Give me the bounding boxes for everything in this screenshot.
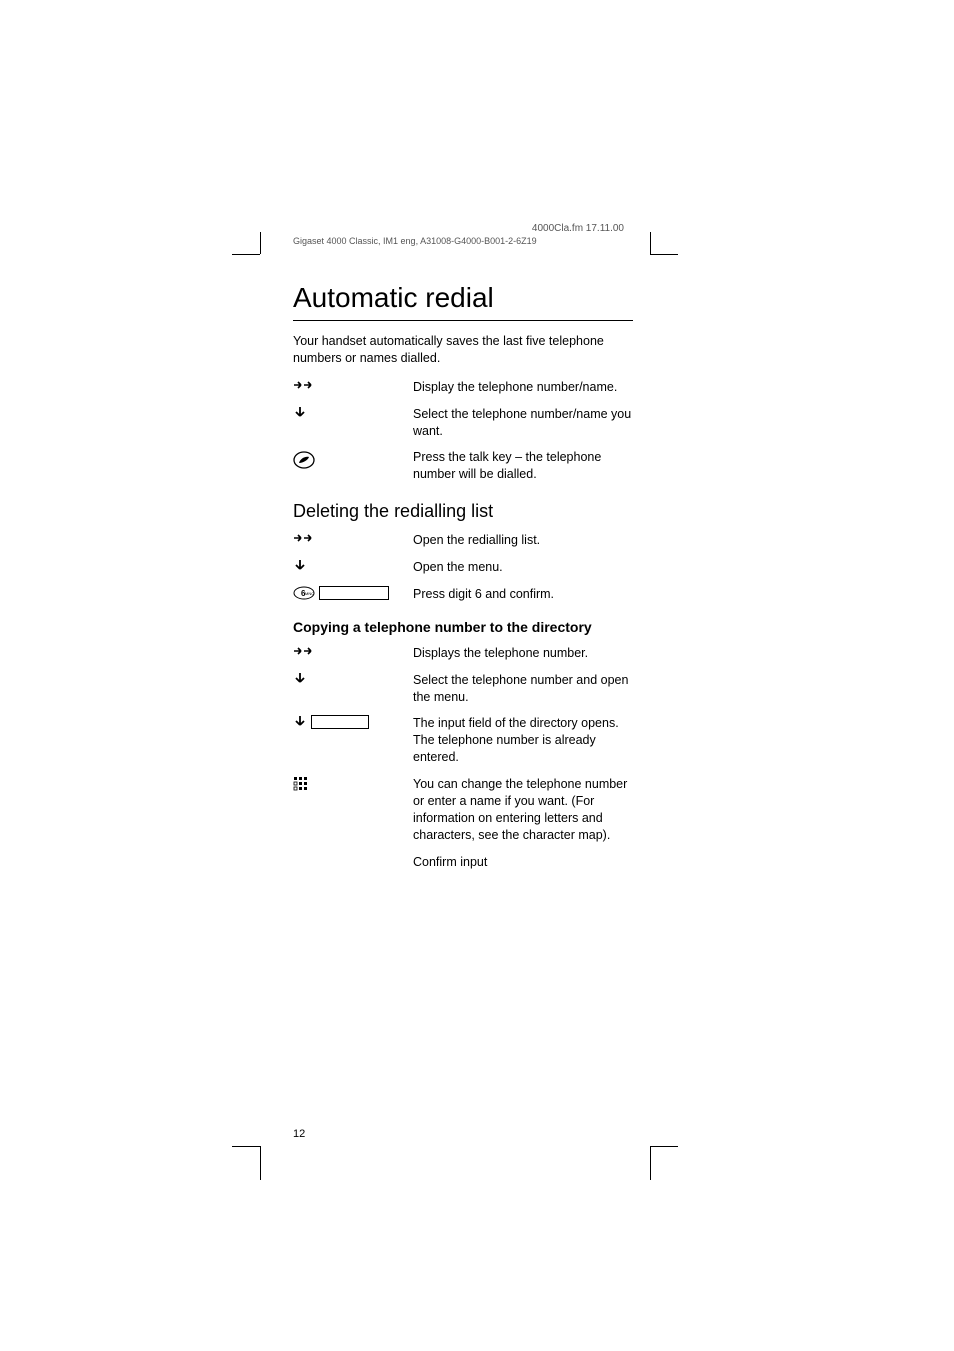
instruction-text: Confirm input (413, 854, 633, 871)
down-arrow-icon (293, 672, 307, 686)
page-title: Automatic redial (293, 282, 633, 314)
instruction-row: Open the menu. (293, 559, 633, 576)
subsection-heading: Copying a telephone number to the direct… (293, 619, 633, 635)
crop-mark (650, 1146, 651, 1180)
page-number: 12 (293, 1128, 305, 1140)
instruction-row: Confirm input (293, 854, 633, 871)
section-heading: Deleting the redialling list (293, 501, 633, 522)
instruction-row: Select the telephone number and open the… (293, 672, 633, 706)
crop-mark (650, 232, 651, 254)
down-arrow-icon (293, 715, 307, 729)
crop-mark (232, 1146, 260, 1147)
instruction-text: Displays the telephone number. (413, 645, 633, 662)
instruction-text: The input field of the directory opens. … (413, 715, 633, 766)
instruction-text: Display the telephone number/name. (413, 379, 633, 396)
redial-arrows-icon (293, 645, 315, 657)
crop-mark (650, 1146, 678, 1147)
instruction-row: Display the telephone number/name. (293, 379, 633, 396)
down-arrow-icon (293, 406, 307, 420)
title-rule (293, 320, 633, 321)
keypad-icon (293, 776, 311, 794)
redial-arrows-icon (293, 532, 315, 544)
instruction-text: You can change the telephone number or e… (413, 776, 633, 844)
instruction-text: Select the telephone number and open the… (413, 672, 633, 706)
crop-mark (260, 1146, 261, 1180)
down-arrow-icon (293, 559, 307, 573)
instruction-row: The input field of the directory opens. … (293, 715, 633, 766)
instruction-row: Open the redialling list. (293, 532, 633, 549)
instruction-text: Select the telephone number/name you wan… (413, 406, 633, 440)
intro-text: Your handset automatically saves the las… (293, 333, 633, 367)
svg-text:MNO: MNO (305, 591, 314, 596)
instruction-text: Press digit 6 and confirm. (413, 586, 633, 603)
instruction-text: Open the menu. (413, 559, 633, 576)
crop-mark (650, 254, 678, 255)
instruction-row: Select the telephone number/name you wan… (293, 406, 633, 440)
header-doc-id: Gigaset 4000 Classic, IM1 eng, A31008-G4… (293, 236, 537, 246)
crop-mark (232, 254, 260, 255)
redial-arrows-icon (293, 379, 315, 391)
crop-mark (260, 232, 261, 254)
softkey-box (319, 586, 389, 600)
instruction-row: Press the talk key – the telephone numbe… (293, 449, 633, 483)
softkey-box (311, 715, 369, 729)
instruction-row: You can change the telephone number or e… (293, 776, 633, 844)
talk-key-icon (293, 449, 315, 471)
instruction-row: 6MNO Press digit 6 and confirm. (293, 586, 633, 603)
instruction-text: Press the talk key – the telephone numbe… (413, 449, 633, 483)
page: 4000Cla.fm 17.11.00 Gigaset 4000 Classic… (0, 0, 954, 1351)
header-file-date: 4000Cla.fm 17.11.00 (293, 223, 624, 234)
instruction-row: Displays the telephone number. (293, 645, 633, 662)
key-6-icon: 6MNO (293, 586, 315, 600)
instruction-text: Open the redialling list. (413, 532, 633, 549)
content-area: Automatic redial Your handset automatica… (293, 282, 633, 880)
